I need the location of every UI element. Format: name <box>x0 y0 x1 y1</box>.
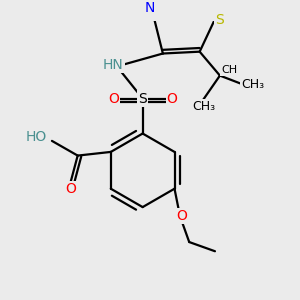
Text: HN: HN <box>103 58 124 72</box>
Text: O: O <box>167 92 178 106</box>
Text: CH₃: CH₃ <box>242 78 265 91</box>
Text: CH: CH <box>221 65 237 75</box>
Text: N: N <box>145 1 155 14</box>
Text: S: S <box>138 92 147 106</box>
Text: CH₃: CH₃ <box>192 100 215 113</box>
Text: HO: HO <box>25 130 46 144</box>
Text: O: O <box>176 209 187 223</box>
Text: O: O <box>65 182 76 196</box>
Text: S: S <box>215 14 224 27</box>
Text: O: O <box>108 92 119 106</box>
